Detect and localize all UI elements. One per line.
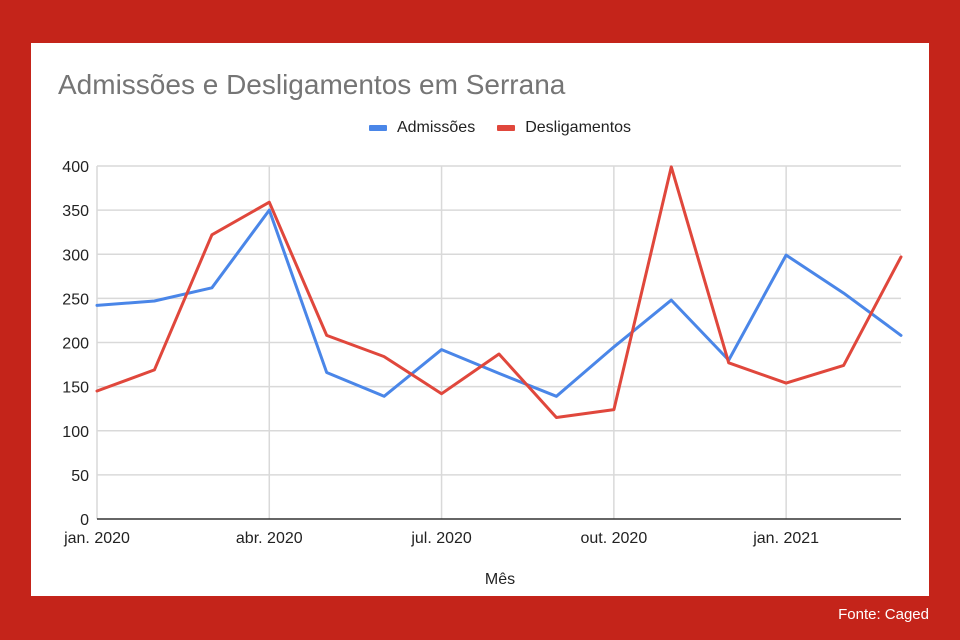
x-tick-label: jan. 2021 <box>752 530 819 547</box>
source-credit: Fonte: Caged <box>838 606 929 623</box>
legend-item-admissoes: Admissões <box>368 119 476 137</box>
x-tick-label: abr. 2020 <box>236 530 303 547</box>
y-tick-label: 400 <box>62 159 89 176</box>
x-tick-label: jul. 2020 <box>410 530 472 547</box>
y-tick-label: 250 <box>62 291 89 308</box>
y-tick-label: 100 <box>62 424 89 441</box>
y-tick-label: 150 <box>62 380 89 397</box>
y-tick-label: 0 <box>80 512 89 529</box>
chart-legend: Admissões Desligamentos <box>31 119 960 137</box>
x-tick-label: out. 2020 <box>580 530 647 547</box>
x-axis-label: Mês <box>484 571 516 588</box>
legend-swatch-admissoes <box>368 125 387 131</box>
chart-title: Admissões e Desligamentos em Serrana <box>58 69 566 100</box>
line-chart-plot: 0 50 100 150 200 250 300 350 400 jan. 2020 abr. 20… <box>62 159 903 547</box>
y-tick-label: 200 <box>62 336 89 353</box>
legend-label-admissoes: Admissões <box>396 119 476 136</box>
y-tick-label: 350 <box>62 203 89 220</box>
legend-label-desligamentos: Desligamentos <box>525 119 632 136</box>
x-tick-label: jan. 2020 <box>63 530 130 547</box>
series-line-desligamentos <box>95 165 903 419</box>
legend-swatch-desligamentos <box>497 125 516 131</box>
y-tick-label: 300 <box>62 247 89 264</box>
chart-card: Admissões e Desligamentos em Serrana Adm… <box>31 43 929 596</box>
series-line-admissoes <box>95 208 903 398</box>
legend-item-desligamentos: Desligamentos <box>497 119 631 137</box>
y-tick-label: 50 <box>71 468 89 485</box>
